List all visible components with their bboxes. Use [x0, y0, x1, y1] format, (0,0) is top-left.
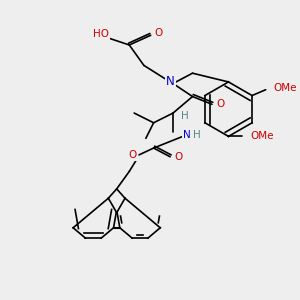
Text: H: H: [181, 111, 189, 121]
Text: N: N: [183, 130, 190, 140]
Text: HO: HO: [93, 29, 109, 39]
Text: O: O: [217, 99, 225, 109]
Text: OMe: OMe: [274, 83, 297, 93]
Text: OMe: OMe: [250, 131, 273, 141]
Text: O: O: [174, 152, 182, 162]
Text: O: O: [129, 150, 137, 160]
Text: O: O: [154, 28, 163, 38]
Text: H: H: [193, 130, 200, 140]
Text: N: N: [166, 75, 175, 88]
